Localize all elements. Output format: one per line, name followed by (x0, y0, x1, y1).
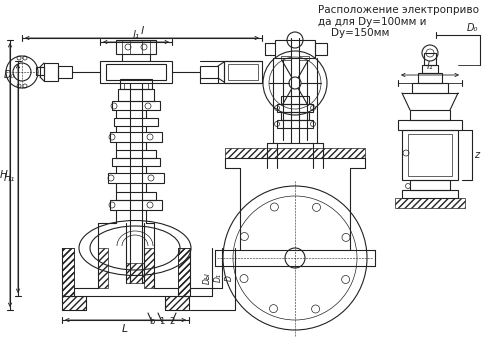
Text: H₁: H₁ (4, 173, 15, 183)
Bar (62, 296, 86, 310)
Text: D₀: D₀ (4, 70, 15, 80)
Bar (422, 65, 438, 73)
Bar (395, 198, 465, 208)
Bar (402, 130, 458, 180)
Bar (116, 40, 156, 54)
Text: l: l (140, 26, 143, 36)
Text: 1: 1 (160, 317, 164, 326)
Bar (108, 173, 164, 183)
Bar (410, 110, 450, 120)
Bar (112, 158, 160, 166)
Bar (398, 120, 462, 130)
Bar (118, 89, 154, 101)
Bar (44, 63, 58, 81)
Bar (277, 120, 313, 128)
Bar (116, 150, 156, 158)
Bar (110, 132, 162, 142)
Bar (36, 67, 44, 75)
Bar (62, 248, 74, 296)
Bar (114, 118, 158, 126)
Bar (412, 83, 448, 93)
Bar (165, 296, 189, 310)
Text: l₁: l₁ (426, 61, 434, 71)
Bar (110, 200, 162, 210)
Text: l₁: l₁ (132, 30, 140, 40)
Bar (281, 96, 309, 104)
Bar (402, 190, 458, 198)
Bar (200, 66, 218, 78)
Bar (225, 148, 365, 158)
Bar (144, 248, 154, 288)
Bar (281, 112, 309, 120)
Bar (178, 248, 190, 296)
Bar (224, 61, 262, 83)
Bar (126, 263, 144, 283)
Bar (112, 101, 160, 110)
Bar (178, 248, 190, 296)
Bar (277, 104, 313, 112)
Bar (124, 83, 148, 89)
Bar (62, 248, 74, 296)
Bar (281, 56, 291, 60)
Bar (299, 56, 309, 60)
Bar (315, 43, 327, 55)
Bar (116, 192, 156, 200)
Text: 2: 2 (170, 317, 174, 326)
Bar (408, 134, 452, 176)
Bar (275, 40, 315, 58)
Bar (106, 64, 166, 80)
Text: Расположение электроприво
да для Dy=100мм и
    Dy=150мм: Расположение электроприво да для Dy=100м… (318, 5, 479, 38)
Bar (142, 40, 150, 54)
Bar (418, 73, 442, 83)
Bar (410, 180, 450, 190)
Text: b: b (150, 317, 154, 326)
Text: L: L (122, 324, 128, 334)
Bar (424, 53, 436, 65)
Bar (58, 66, 72, 78)
Bar (122, 40, 130, 54)
Text: D₁: D₁ (214, 273, 222, 283)
Bar (100, 61, 172, 83)
Bar (228, 64, 258, 80)
Bar (120, 79, 152, 89)
Text: D₀: D₀ (466, 23, 477, 33)
Text: D: D (224, 275, 234, 281)
Bar (98, 248, 108, 288)
Text: z: z (474, 150, 479, 160)
Text: H: H (0, 170, 7, 180)
Text: Dы: Dы (202, 272, 211, 284)
